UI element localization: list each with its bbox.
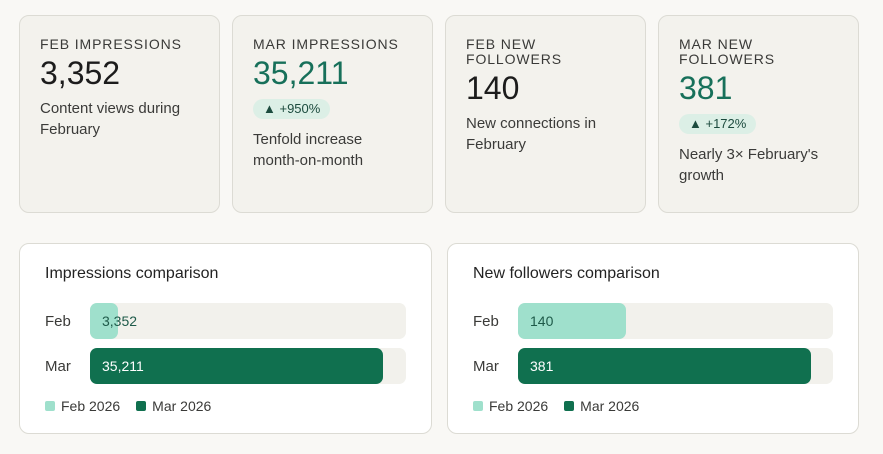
- bar-track: 381: [518, 348, 833, 384]
- kpi-description: Nearly 3× February's growth: [679, 146, 819, 184]
- legend-item-feb: Feb 2026: [473, 398, 548, 414]
- bar-feb: [518, 303, 626, 339]
- kpi-card-feb-followers: FEB NEW FOLLOWERS 140 New connections in…: [445, 15, 646, 213]
- legend-label: Feb 2026: [61, 398, 121, 414]
- chart-title: New followers comparison: [473, 265, 660, 282]
- bar-track: 140: [518, 303, 833, 339]
- bar-track: 35,211: [90, 348, 406, 384]
- legend-label: Mar 2026: [152, 398, 212, 414]
- bar-category-label: Mar: [473, 358, 499, 375]
- kpi-card-mar-followers: MAR NEW FOLLOWERS 381 ▲ +172% Nearly 3× …: [658, 15, 859, 213]
- kpi-label: MAR NEW FOLLOWERS: [679, 36, 776, 67]
- kpi-label: FEB NEW FOLLOWERS: [466, 36, 563, 67]
- bar-category-label: Mar: [45, 358, 71, 375]
- kpi-label: FEB IMPRESSIONS: [40, 36, 182, 52]
- followers-chart-panel: New followers comparison Feb 140 Mar 381…: [447, 243, 859, 434]
- legend-swatch-feb: [473, 401, 483, 411]
- legend-item-mar: Mar 2026: [564, 398, 639, 414]
- bar-value-label: 35,211: [102, 358, 144, 374]
- legend-item-mar: Mar 2026: [136, 398, 211, 414]
- kpi-description: New connections in February: [466, 115, 597, 153]
- bar-row-feb: Feb 3,352: [45, 303, 406, 339]
- kpi-value: 35,211: [253, 55, 349, 91]
- bar-mar: [518, 348, 811, 384]
- kpi-card-feb-impressions: FEB IMPRESSIONS 3,352 Content views duri…: [19, 15, 220, 213]
- growth-badge: ▲ +950%: [253, 99, 331, 119]
- bar-mar: [90, 348, 383, 384]
- chart-legend: Feb 2026 Mar 2026: [45, 398, 227, 414]
- legend-label: Feb 2026: [489, 398, 549, 414]
- legend-label: Mar 2026: [580, 398, 640, 414]
- kpi-label: MAR IMPRESSIONS: [253, 36, 399, 52]
- kpi-description: Content views during February: [40, 100, 181, 138]
- legend-swatch-feb: [45, 401, 55, 411]
- legend-swatch-mar: [564, 401, 575, 411]
- bar-row-mar: Mar 381: [473, 348, 833, 384]
- bar-value-label: 140: [530, 313, 554, 329]
- bar-category-label: Feb: [45, 313, 71, 330]
- legend-item-feb: Feb 2026: [45, 398, 120, 414]
- bar-feb: [90, 303, 118, 339]
- kpi-value: 3,352: [40, 55, 121, 91]
- chart-legend: Feb 2026 Mar 2026: [473, 398, 655, 414]
- bar-row-feb: Feb 140: [473, 303, 833, 339]
- bar-value-label: 381: [530, 358, 554, 374]
- kpi-card-mar-impressions: MAR IMPRESSIONS 35,211 ▲ +950% Tenfold i…: [232, 15, 433, 213]
- chart-title: Impressions comparison: [45, 265, 219, 282]
- legend-swatch-mar: [136, 401, 147, 411]
- kpi-value: 381: [679, 70, 733, 106]
- impressions-chart-panel: Impressions comparison Feb 3,352 Mar 35,…: [19, 243, 432, 434]
- bar-category-label: Feb: [473, 313, 499, 330]
- bar-row-mar: Mar 35,211: [45, 348, 406, 384]
- bar-track: 3,352: [90, 303, 406, 339]
- kpi-value: 140: [466, 70, 520, 106]
- kpi-description: Tenfold increase month-on-month: [253, 131, 364, 169]
- growth-badge: ▲ +172%: [679, 114, 757, 134]
- bar-value-label: 3,352: [102, 313, 138, 329]
